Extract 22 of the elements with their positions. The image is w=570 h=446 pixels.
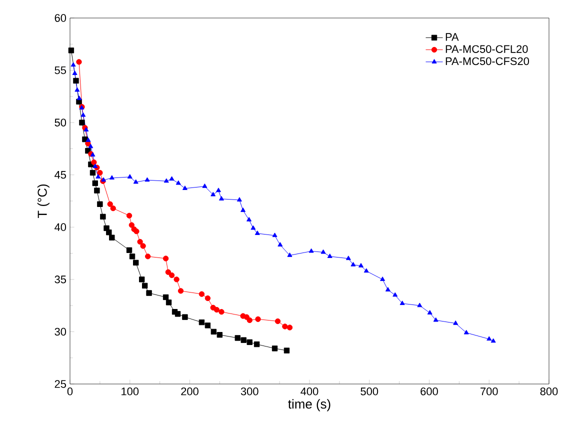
x-tick-label: 200: [181, 388, 198, 396]
legend-label: PA-MC50-CFL20: [446, 45, 528, 53]
y-tick-label: 60: [54, 14, 66, 22]
legend-label: PA: [446, 33, 459, 41]
y-tick-label: 25: [54, 380, 66, 388]
y-tick-label: 45: [54, 171, 66, 179]
x-tick-label: 600: [420, 388, 438, 396]
x-tick-label: 300: [240, 388, 258, 396]
x-tick-label: 0: [67, 388, 73, 396]
x-tick-label: 400: [300, 388, 318, 396]
y-tick-label: 55: [54, 66, 66, 74]
y-tick-label: 50: [54, 118, 66, 126]
y-tick-label: 35: [54, 276, 66, 284]
x-axis-title: time (s): [288, 399, 330, 412]
x-tick-label: 700: [480, 388, 498, 396]
x-tick-label: 500: [360, 388, 378, 396]
legend-label: PA-MC50-CFS20: [446, 57, 529, 66]
y-axis-title: T (°C): [37, 184, 50, 218]
x-tick-label: 800: [540, 388, 558, 396]
y-tick-label: 40: [54, 223, 66, 232]
x-tick-label: 100: [122, 388, 139, 396]
y-tick-label: 30: [54, 328, 66, 336]
